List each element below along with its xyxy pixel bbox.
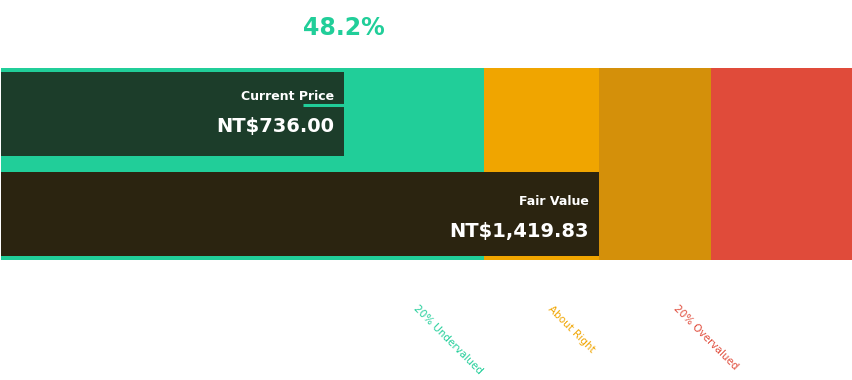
Bar xyxy=(2,68,484,260)
Text: About Right: About Right xyxy=(545,304,596,354)
Bar xyxy=(2,72,343,156)
Text: 20% Undervalued: 20% Undervalued xyxy=(411,304,484,376)
Text: Fair Value: Fair Value xyxy=(518,195,588,208)
Text: Current Price: Current Price xyxy=(240,90,333,103)
Bar xyxy=(598,68,711,260)
Text: 20% Overvalued: 20% Overvalued xyxy=(671,304,740,372)
Bar xyxy=(484,68,598,260)
Text: Undervalued: Undervalued xyxy=(302,76,398,89)
Text: 48.2%: 48.2% xyxy=(302,16,384,40)
Bar xyxy=(711,68,850,260)
Bar xyxy=(2,172,598,256)
Text: NT$736.00: NT$736.00 xyxy=(216,117,333,136)
Text: NT$1,419.83: NT$1,419.83 xyxy=(449,222,588,241)
